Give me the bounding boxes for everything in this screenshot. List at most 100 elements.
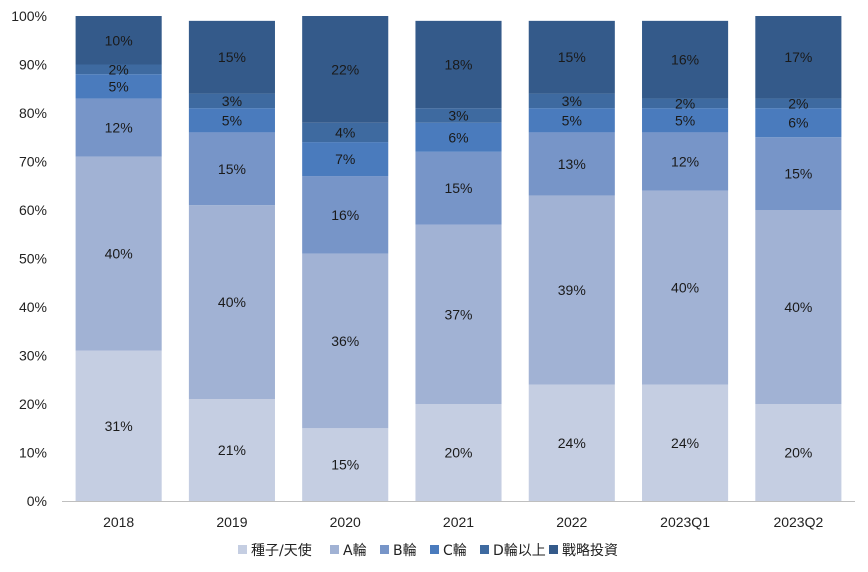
y-tick-label: 20% bbox=[19, 396, 47, 412]
y-tick-label: 10% bbox=[19, 445, 47, 461]
legend-label: A輪 bbox=[343, 542, 367, 559]
bar-stack-2019: 21% 40% 15% 5% 3% 15% bbox=[188, 20, 275, 501]
y-tick-label: 70% bbox=[19, 154, 47, 170]
bar-segment bbox=[415, 151, 502, 225]
data-label: 20% bbox=[444, 445, 472, 461]
data-label: 3% bbox=[562, 93, 582, 109]
bar-stack-2023Q1: 24% 40% 12% 5%2% 16% bbox=[642, 20, 729, 501]
data-label: 40% bbox=[218, 294, 246, 310]
bar-segment bbox=[415, 20, 502, 109]
bar-segment bbox=[755, 16, 842, 99]
bar-segment bbox=[528, 93, 615, 109]
bar-stack-2022: 24% 39% 13% 5% 3% 15% bbox=[528, 20, 615, 501]
legend-swatch bbox=[430, 545, 439, 554]
x-axis: 2018 2019 2020 2021 2022 2023Q1 2023Q2 bbox=[62, 501, 855, 530]
y-axis: 0% 10% 20% 30% 40% 50% 60% 70% 80% 90% 100% bbox=[11, 8, 47, 509]
legend-label: C輪 bbox=[443, 542, 467, 559]
legend-item: C輪 bbox=[430, 542, 467, 559]
bar-segment bbox=[528, 384, 615, 501]
x-tick-label: 2018 bbox=[103, 514, 134, 530]
data-label: 39% bbox=[558, 282, 586, 298]
y-tick-label: 30% bbox=[19, 348, 47, 364]
bar-segment bbox=[755, 98, 842, 109]
data-label: 6% bbox=[788, 115, 808, 131]
y-tick-label: 60% bbox=[19, 202, 47, 218]
legend-swatch bbox=[480, 545, 489, 554]
data-label: 36% bbox=[331, 333, 359, 349]
data-label: 40% bbox=[784, 299, 812, 315]
bar-segment bbox=[755, 404, 842, 501]
y-tick-label: 40% bbox=[19, 299, 47, 315]
x-tick-label: 2023Q2 bbox=[773, 514, 823, 530]
legend: 種子/天使 A輪 B輪 C輪 D輪以上 戰略投資 bbox=[238, 542, 618, 559]
data-label: 16% bbox=[331, 207, 359, 223]
data-label: 7% bbox=[335, 151, 355, 167]
y-tick-label: 0% bbox=[27, 493, 47, 509]
data-label: 15% bbox=[784, 166, 812, 182]
data-label: 15% bbox=[218, 49, 246, 65]
bar-segment bbox=[528, 108, 615, 133]
data-label: 5% bbox=[562, 112, 582, 128]
bar-segment bbox=[75, 350, 162, 501]
legend-swatch bbox=[549, 545, 558, 554]
data-label: 24% bbox=[671, 435, 699, 451]
bar-segment bbox=[75, 74, 162, 99]
bar-segment bbox=[75, 16, 162, 65]
data-label: 5% bbox=[109, 78, 129, 94]
data-label: 15% bbox=[331, 457, 359, 473]
data-label: 15% bbox=[558, 49, 586, 65]
data-label: 4% bbox=[335, 124, 355, 140]
data-label: 15% bbox=[218, 161, 246, 177]
data-label: 2% bbox=[788, 95, 808, 111]
data-label: 10% bbox=[105, 32, 133, 48]
bar-segment bbox=[642, 384, 729, 501]
data-label: 40% bbox=[671, 280, 699, 296]
data-label: 5% bbox=[222, 112, 242, 128]
legend-item: D輪以上 bbox=[480, 542, 546, 559]
data-label: 18% bbox=[444, 57, 472, 73]
legend-item: 戰略投資 bbox=[549, 543, 618, 559]
legend-label: 戰略投資 bbox=[562, 543, 618, 559]
bar-segment bbox=[302, 122, 389, 143]
legend-swatch bbox=[330, 545, 339, 554]
x-tick-label: 2023Q1 bbox=[660, 514, 710, 530]
bar-segment bbox=[75, 156, 162, 351]
legend-item: A輪 bbox=[330, 542, 367, 559]
bar-segment bbox=[188, 205, 275, 400]
y-tick-label: 50% bbox=[19, 251, 47, 267]
bar-segment bbox=[642, 98, 729, 109]
data-label: 16% bbox=[671, 52, 699, 68]
y-tick-label: 90% bbox=[19, 57, 47, 73]
bar-segment bbox=[755, 137, 842, 210]
legend-item: 種子/天使 bbox=[238, 542, 312, 559]
legend-label: D輪以上 bbox=[493, 542, 546, 559]
x-tick-label: 2022 bbox=[556, 514, 587, 530]
bar-segment bbox=[415, 404, 502, 501]
bar-segment bbox=[302, 253, 389, 429]
legend-label: B輪 bbox=[393, 542, 417, 559]
data-label: 2% bbox=[675, 95, 695, 111]
bar-segment bbox=[302, 176, 389, 254]
bar-stack-2018: 31% 40% 12% 5%2% 10% bbox=[75, 16, 162, 501]
bar-segment bbox=[755, 108, 842, 138]
data-label: 2% bbox=[109, 61, 129, 77]
bar-segment bbox=[415, 224, 502, 404]
bar-segment bbox=[642, 108, 729, 133]
bar-segment bbox=[755, 210, 842, 404]
bar-segment bbox=[528, 132, 615, 196]
bar-stack-2021: 20% 37% 15% 6% 3% 18% bbox=[415, 20, 502, 501]
legend-swatch bbox=[238, 545, 247, 554]
bars: 31%40%12%5%2%10%21%40%15%5%3%15%15%36%16… bbox=[75, 16, 842, 501]
bar-segment bbox=[302, 428, 389, 501]
data-label: 20% bbox=[784, 445, 812, 461]
bar-segment bbox=[188, 132, 275, 206]
data-label: 15% bbox=[444, 180, 472, 196]
bar-segment bbox=[415, 122, 502, 152]
y-tick-label: 100% bbox=[11, 8, 47, 24]
data-label: 3% bbox=[448, 107, 468, 123]
bar-segment bbox=[188, 93, 275, 109]
x-tick-label: 2019 bbox=[216, 514, 247, 530]
bar-stack-2020: 15% 36% 16% 7% 4% 22% bbox=[302, 16, 389, 501]
bar-segment bbox=[528, 195, 615, 385]
